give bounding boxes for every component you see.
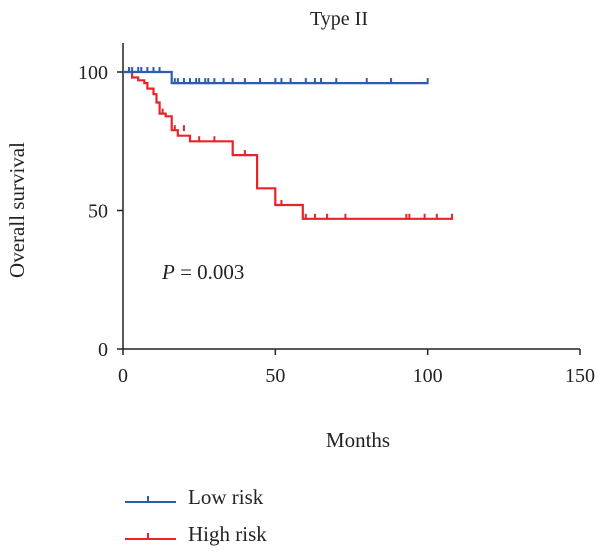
chart-title: Type II <box>310 8 368 30</box>
legend: Low risk High risk <box>125 485 267 546</box>
p-value-symbol: P <box>161 260 175 284</box>
x-ticks: 0 50 100 150 <box>118 349 595 387</box>
x-tick-label: 150 <box>565 365 595 387</box>
legend-item-high-risk: High risk <box>125 522 267 546</box>
y-ticks: 0 50 100 <box>78 62 123 361</box>
x-axis-label: Months <box>326 428 390 452</box>
legend-high-risk-label: High risk <box>188 522 267 546</box>
series-layer <box>123 67 454 220</box>
y-tick-label: 50 <box>88 201 108 223</box>
legend-low-risk-label: Low risk <box>188 485 264 509</box>
p-value-annotation: P = 0.003 <box>161 260 244 284</box>
y-tick-label: 100 <box>78 62 108 84</box>
y-axis-label: Overall survival <box>5 142 29 278</box>
x-tick-label: 50 <box>265 365 285 387</box>
p-value-text: = 0.003 <box>175 260 245 284</box>
series-high-risk <box>123 67 454 220</box>
x-tick-label: 100 <box>413 365 443 387</box>
series-low-risk <box>123 67 429 85</box>
x-tick-label: 0 <box>118 365 128 387</box>
y-tick-label: 0 <box>98 339 108 361</box>
legend-item-low-risk: Low risk <box>125 485 264 509</box>
survival-curve-high-risk <box>123 70 452 220</box>
